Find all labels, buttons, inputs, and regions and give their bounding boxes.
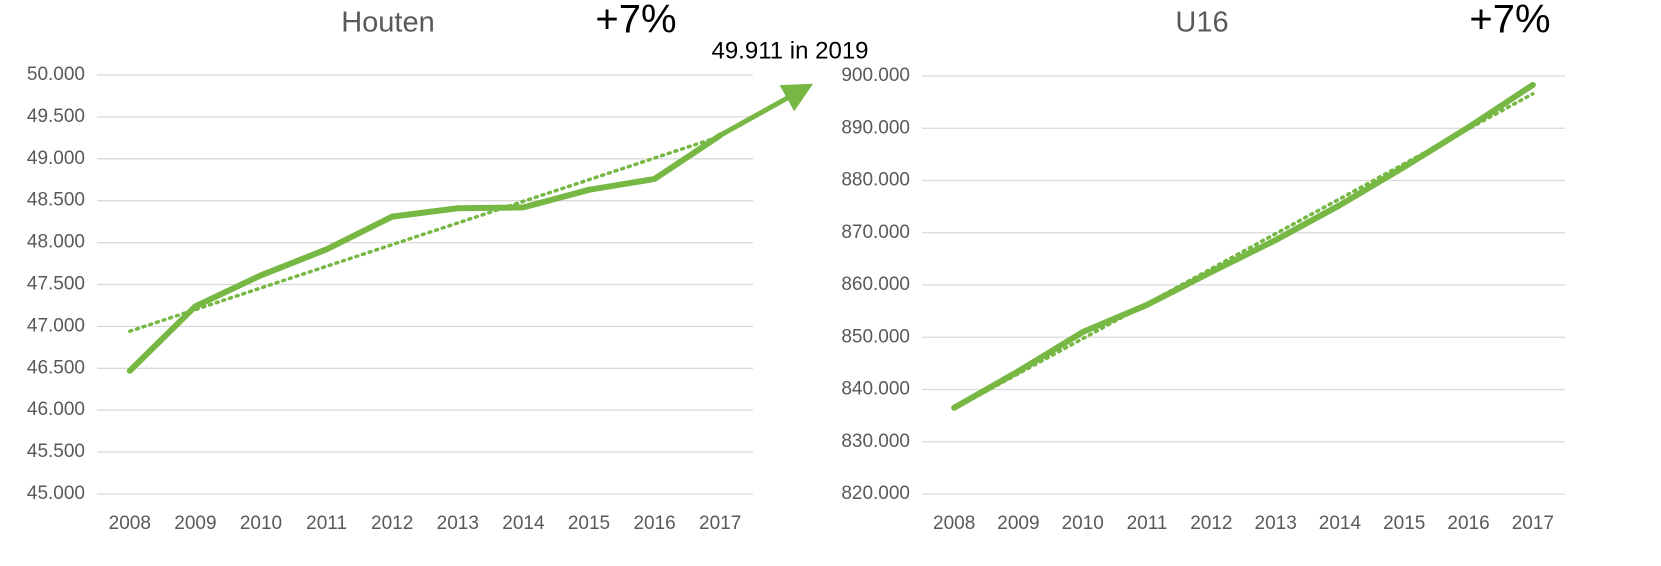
x-tick-label: 2009 <box>174 513 216 534</box>
x-tick-label: 2011 <box>306 513 347 534</box>
annotation: +7% <box>595 0 676 42</box>
y-tick-label: 890.000 <box>841 117 910 138</box>
y-tick-label: 870.000 <box>841 222 910 243</box>
y-tick-label: 45.000 <box>27 483 85 504</box>
y-tick-label: 820.000 <box>841 483 910 504</box>
y-tick-label: 49.500 <box>27 106 85 127</box>
y-tick-label: 850.000 <box>841 326 910 347</box>
x-tick-label: 2017 <box>699 513 741 534</box>
x-tick-label: 2008 <box>109 513 151 534</box>
y-tick-label: 48.000 <box>27 232 85 253</box>
x-tick-label: 2010 <box>240 513 282 534</box>
data-line <box>951 81 1536 411</box>
y-tick-label: 49.000 <box>27 148 85 169</box>
x-tick-label: 2016 <box>633 513 675 534</box>
x-tick-label: 2013 <box>437 513 479 534</box>
x-tick-label: 2015 <box>568 513 610 534</box>
y-tick-label: 900.000 <box>841 65 910 86</box>
chart-title: U16 <box>1175 7 1228 39</box>
y-tick-label: 47.000 <box>27 315 85 336</box>
x-tick-label: 2014 <box>1319 513 1362 534</box>
x-tick-label: 2010 <box>1062 513 1104 534</box>
x-tick-label: 2013 <box>1255 513 1297 534</box>
trendline <box>128 134 722 333</box>
x-tick-label: 2012 <box>371 513 413 534</box>
x-tick-label: 2017 <box>1512 513 1554 534</box>
x-tick-label: 2016 <box>1447 513 1489 534</box>
y-tick-label: 860.000 <box>841 274 910 295</box>
note-arrow <box>718 83 814 138</box>
x-tick-label: 2015 <box>1383 513 1425 534</box>
y-tick-label: 46.500 <box>27 357 85 378</box>
x-tick-label: 2009 <box>997 513 1039 534</box>
x-tick-label: 2012 <box>1190 513 1232 534</box>
chart-title: Houten <box>341 7 435 39</box>
note: 49.911 in 2019 <box>711 37 868 64</box>
x-tick-label: 2011 <box>1127 513 1168 534</box>
y-tick-label: 50.000 <box>27 64 85 85</box>
annotation: +7% <box>1469 0 1550 42</box>
y-tick-label: 46.000 <box>27 399 85 420</box>
data-line <box>126 132 724 374</box>
x-tick-label: 2008 <box>933 513 975 534</box>
y-tick-label: 47.500 <box>27 274 85 295</box>
y-tick-label: 45.500 <box>27 441 85 462</box>
y-tick-label: 840.000 <box>841 379 910 400</box>
y-tick-label: 48.500 <box>27 190 85 211</box>
x-tick-label: 2014 <box>502 513 545 534</box>
y-tick-label: 830.000 <box>841 431 910 452</box>
y-tick-label: 880.000 <box>841 170 910 191</box>
